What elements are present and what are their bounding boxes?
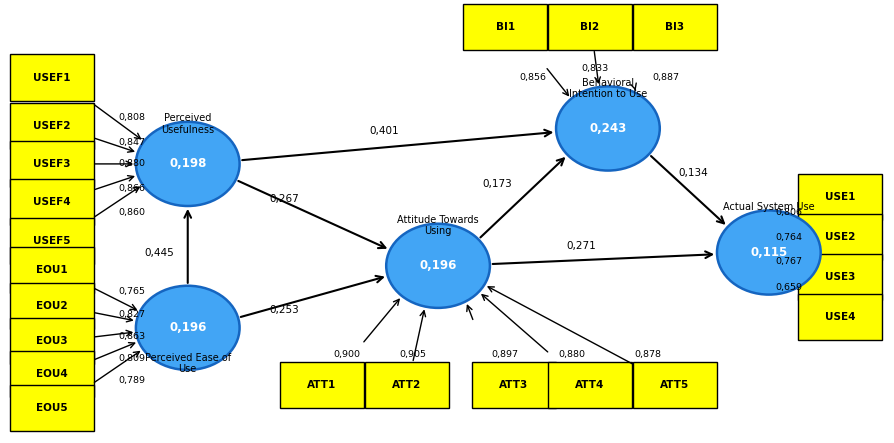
- Text: 0,880: 0,880: [559, 350, 586, 359]
- Text: USE2: USE2: [825, 232, 856, 242]
- FancyBboxPatch shape: [10, 283, 94, 329]
- Text: 0,401: 0,401: [369, 126, 400, 136]
- Ellipse shape: [136, 286, 240, 370]
- FancyBboxPatch shape: [10, 179, 94, 225]
- Text: 0,897: 0,897: [492, 350, 519, 359]
- Text: 0,809: 0,809: [119, 354, 146, 363]
- Text: 0,253: 0,253: [269, 305, 299, 315]
- Text: 0,905: 0,905: [400, 350, 426, 359]
- Text: EOU1: EOU1: [36, 265, 68, 275]
- Text: 0,860: 0,860: [119, 208, 146, 217]
- Text: 0,115: 0,115: [750, 246, 788, 259]
- Text: 0,833: 0,833: [582, 64, 609, 73]
- Text: 0,866: 0,866: [119, 184, 146, 193]
- FancyBboxPatch shape: [365, 362, 449, 408]
- FancyBboxPatch shape: [798, 214, 882, 260]
- FancyBboxPatch shape: [798, 174, 882, 220]
- Ellipse shape: [136, 122, 240, 206]
- Text: USEF2: USEF2: [33, 121, 71, 131]
- FancyBboxPatch shape: [10, 103, 94, 149]
- Text: ATT2: ATT2: [392, 381, 421, 390]
- Text: 0,880: 0,880: [119, 159, 146, 168]
- Text: USE1: USE1: [825, 192, 856, 202]
- Text: 0,878: 0,878: [635, 350, 662, 359]
- Text: EOU3: EOU3: [36, 336, 68, 346]
- FancyBboxPatch shape: [10, 351, 94, 397]
- Text: 0,267: 0,267: [269, 194, 299, 204]
- Text: EOU5: EOU5: [36, 403, 68, 412]
- FancyBboxPatch shape: [463, 4, 547, 50]
- FancyBboxPatch shape: [548, 362, 632, 408]
- FancyBboxPatch shape: [10, 318, 94, 364]
- FancyBboxPatch shape: [10, 247, 94, 293]
- Text: 0,173: 0,173: [482, 179, 512, 189]
- Text: BI2: BI2: [580, 22, 600, 31]
- Text: 0,243: 0,243: [589, 122, 627, 135]
- Text: USE4: USE4: [825, 312, 856, 322]
- Text: Behavioral
Intention to Use: Behavioral Intention to Use: [569, 78, 647, 99]
- Text: 0,856: 0,856: [519, 73, 546, 82]
- Text: ATT1: ATT1: [308, 381, 336, 390]
- Ellipse shape: [556, 86, 660, 171]
- Text: ATT4: ATT4: [576, 381, 604, 390]
- Text: 0,863: 0,863: [119, 332, 146, 341]
- Text: ATT5: ATT5: [661, 381, 689, 390]
- FancyBboxPatch shape: [548, 4, 632, 50]
- FancyBboxPatch shape: [633, 362, 717, 408]
- FancyBboxPatch shape: [633, 4, 717, 50]
- FancyBboxPatch shape: [280, 362, 364, 408]
- FancyBboxPatch shape: [10, 54, 94, 101]
- Text: 0,887: 0,887: [653, 73, 679, 82]
- Text: 0,900: 0,900: [333, 350, 360, 359]
- Text: USEF5: USEF5: [33, 237, 71, 246]
- Text: 0,765: 0,765: [119, 287, 146, 296]
- Text: USE3: USE3: [825, 272, 856, 282]
- Text: BI3: BI3: [665, 22, 685, 31]
- FancyBboxPatch shape: [472, 362, 556, 408]
- Text: 0,808: 0,808: [119, 113, 146, 122]
- Text: 0,827: 0,827: [119, 310, 146, 319]
- Text: USEF3: USEF3: [33, 159, 71, 169]
- Text: 0,134: 0,134: [679, 168, 709, 178]
- Text: EOU2: EOU2: [36, 301, 68, 311]
- FancyBboxPatch shape: [798, 254, 882, 300]
- FancyBboxPatch shape: [798, 294, 882, 340]
- Text: 0,196: 0,196: [169, 321, 207, 334]
- Text: 0,847: 0,847: [119, 138, 146, 147]
- Text: ATT3: ATT3: [500, 381, 528, 390]
- Text: 0,196: 0,196: [419, 259, 457, 272]
- Text: Perceived
Usefulness: Perceived Usefulness: [161, 113, 215, 135]
- Text: BI1: BI1: [495, 22, 515, 31]
- Text: Actual System Use: Actual System Use: [723, 202, 814, 212]
- Text: USEF1: USEF1: [33, 73, 71, 82]
- FancyBboxPatch shape: [10, 141, 94, 187]
- Text: 0,806: 0,806: [775, 208, 802, 217]
- Text: Perceived Ease of
Use: Perceived Ease of Use: [145, 353, 231, 374]
- Text: 0,767: 0,767: [775, 257, 802, 266]
- Ellipse shape: [717, 210, 821, 295]
- Ellipse shape: [386, 224, 490, 308]
- FancyBboxPatch shape: [10, 218, 94, 264]
- Text: 0,659: 0,659: [775, 283, 802, 291]
- Text: USEF4: USEF4: [33, 197, 71, 206]
- Text: 0,271: 0,271: [566, 241, 596, 251]
- Text: Attitude Towards
Using: Attitude Towards Using: [397, 215, 479, 237]
- Text: EOU4: EOU4: [36, 369, 68, 379]
- FancyBboxPatch shape: [10, 385, 94, 431]
- Text: 0,445: 0,445: [144, 248, 174, 257]
- Text: 0,764: 0,764: [775, 233, 802, 241]
- Text: 0,198: 0,198: [169, 157, 207, 171]
- Text: 0,789: 0,789: [119, 377, 146, 385]
